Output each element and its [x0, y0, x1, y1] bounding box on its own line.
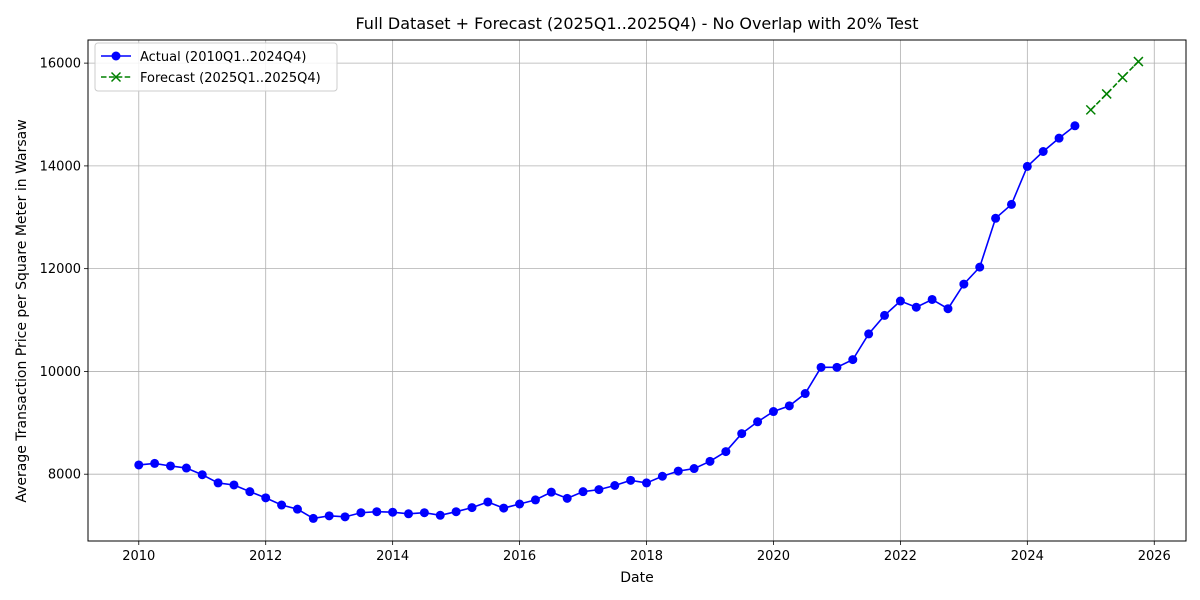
data-point: [721, 447, 731, 457]
data-point: [546, 487, 556, 497]
data-point: [1133, 56, 1144, 67]
gridlines: [88, 40, 1186, 541]
data-point: [388, 507, 398, 517]
series-line: [1090, 61, 1139, 111]
data-point: [1022, 161, 1032, 171]
legend-forecast-label: Forecast (2025Q1..2025Q4): [140, 71, 321, 86]
data-point: [1101, 88, 1112, 99]
data-point: [467, 503, 477, 513]
data-point: [356, 508, 366, 518]
legend-box: [94, 42, 338, 92]
data-point: [959, 279, 969, 289]
data-point: [927, 294, 937, 304]
x-tick-label: 2026: [1138, 549, 1171, 564]
data-point: [578, 487, 588, 497]
data-point: [150, 458, 160, 468]
data-point: [404, 509, 414, 519]
y-tick-label: 8000: [48, 468, 81, 483]
plot-frame: [87, 39, 1187, 542]
x-tick-label: 2020: [757, 549, 790, 564]
data-point: [277, 500, 287, 510]
data-point: [784, 401, 794, 411]
data-point: [1006, 199, 1016, 209]
data-point: [594, 485, 604, 495]
data-point: [324, 511, 334, 521]
data-point: [880, 310, 890, 320]
data-point: [499, 503, 509, 513]
x-tick-label: 2014: [376, 549, 409, 564]
series-forecast: [1085, 56, 1144, 115]
legend-actual-label: Actual (2010Q1..2024Q4): [140, 50, 306, 65]
data-point: [737, 429, 747, 439]
data-point: [372, 507, 382, 517]
data-point: [308, 513, 318, 523]
y-tick-label: 12000: [40, 262, 81, 277]
data-point: [1085, 104, 1096, 115]
x-tick-label: 2016: [503, 549, 536, 564]
x-axis-title: Date: [620, 570, 653, 586]
data-point: [1038, 147, 1048, 157]
legend-forecast-marker: [110, 71, 122, 83]
y-tick-label: 10000: [40, 365, 81, 380]
legend-actual-marker: [111, 51, 121, 61]
y-axis-title: Average Transaction Price per Square Met…: [14, 119, 30, 502]
data-point: [435, 510, 445, 520]
data-point: [181, 463, 191, 473]
x-tick-label: 2024: [1011, 549, 1044, 564]
axes: 2010 2012 2014 2016 2018 2020 2022 2024 2026 8000…: [40, 57, 1171, 564]
x-tick-label: 2010: [122, 549, 155, 564]
data-point: [864, 329, 874, 339]
data-point: [292, 504, 302, 514]
data-point: [753, 417, 763, 427]
y-tick-label: 14000: [40, 159, 81, 174]
data-point: [975, 262, 985, 272]
data-point: [911, 302, 921, 312]
data-point: [515, 499, 525, 509]
data-point: [197, 470, 207, 480]
data-point: [166, 461, 176, 471]
data-point: [657, 471, 667, 481]
legend: Actual (2010Q1..2024Q4) Forecast (2025Q1…: [94, 42, 338, 92]
data-point: [943, 304, 953, 314]
data-point: [1070, 121, 1080, 131]
series-layer: [134, 56, 1144, 523]
x-tick-label: 2012: [249, 549, 282, 564]
data-point: [689, 464, 699, 474]
data-point: [483, 497, 493, 507]
y-tick-label: 16000: [40, 57, 81, 72]
data-point: [673, 466, 683, 476]
data-point: [768, 407, 778, 417]
x-tick-label: 2022: [884, 549, 917, 564]
chart-title: Full Dataset + Forecast (2025Q1..2025Q4)…: [355, 14, 918, 33]
series-actual: [134, 121, 1080, 523]
data-point: [530, 495, 540, 505]
data-point: [1117, 72, 1128, 83]
data-point: [626, 475, 636, 485]
data-point: [848, 355, 858, 365]
data-point: [134, 460, 144, 470]
data-point: [610, 481, 620, 491]
data-point: [451, 507, 461, 517]
data-point: [340, 512, 350, 522]
data-point: [816, 362, 826, 372]
data-point: [562, 493, 572, 503]
data-point: [800, 389, 810, 399]
data-point: [419, 508, 429, 518]
data-point: [229, 480, 239, 490]
data-point: [991, 213, 1001, 223]
data-point: [642, 478, 652, 488]
data-point: [213, 478, 223, 488]
data-point: [245, 487, 255, 497]
data-point: [895, 296, 905, 306]
data-point: [705, 456, 715, 466]
data-point: [261, 493, 271, 503]
data-point: [832, 362, 842, 372]
data-point: [1054, 133, 1064, 143]
x-tick-label: 2018: [630, 549, 663, 564]
